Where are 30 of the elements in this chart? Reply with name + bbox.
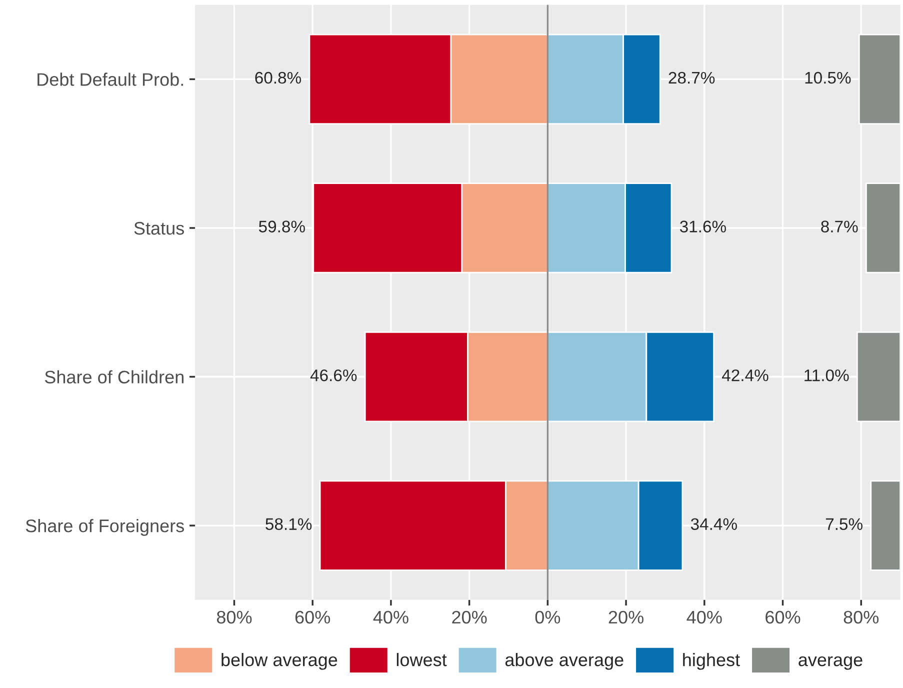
annotation: 58.1%	[266, 518, 312, 530]
y-tick-label: Share of Children	[44, 370, 184, 384]
annotation: 10.5%	[805, 72, 851, 84]
y-tick-label: Status	[134, 222, 184, 235]
annotation: 28.7%	[668, 72, 715, 84]
annotation: 7.5%	[826, 518, 862, 530]
x-tick-label: 80%	[844, 610, 879, 624]
annotation: 46.6%	[310, 369, 357, 382]
legend-label: highest	[683, 652, 740, 670]
x-tick-label: 40%	[686, 610, 722, 624]
legend-label: lowest	[396, 652, 447, 666]
legend-label: below average	[222, 652, 338, 670]
annotation: 59.8%	[258, 220, 305, 232]
x-tick-label: 20%	[452, 610, 487, 624]
x-tick-label: 20%	[608, 610, 644, 624]
legend-label: average	[798, 656, 862, 670]
annotation: 31.6%	[680, 220, 726, 232]
y-tick-label: Debt Default Prob.	[38, 72, 183, 86]
legend-label: above average	[505, 652, 624, 670]
x-tick-label: 80%	[216, 610, 252, 624]
x-tick-label: 60%	[766, 610, 800, 624]
x-tick-label: 0%	[535, 610, 560, 624]
annotation: 11.0%	[804, 369, 849, 382]
x-tick-label: 60%	[295, 610, 330, 624]
annotation: 34.4%	[690, 518, 737, 530]
annotation: 42.4%	[722, 369, 768, 382]
annotation: 60.8%	[255, 72, 302, 84]
x-tick-label: 40%	[373, 610, 408, 624]
y-tick-label: Share of Foreigners	[26, 519, 184, 536]
annotation: 8.7%	[821, 220, 858, 232]
